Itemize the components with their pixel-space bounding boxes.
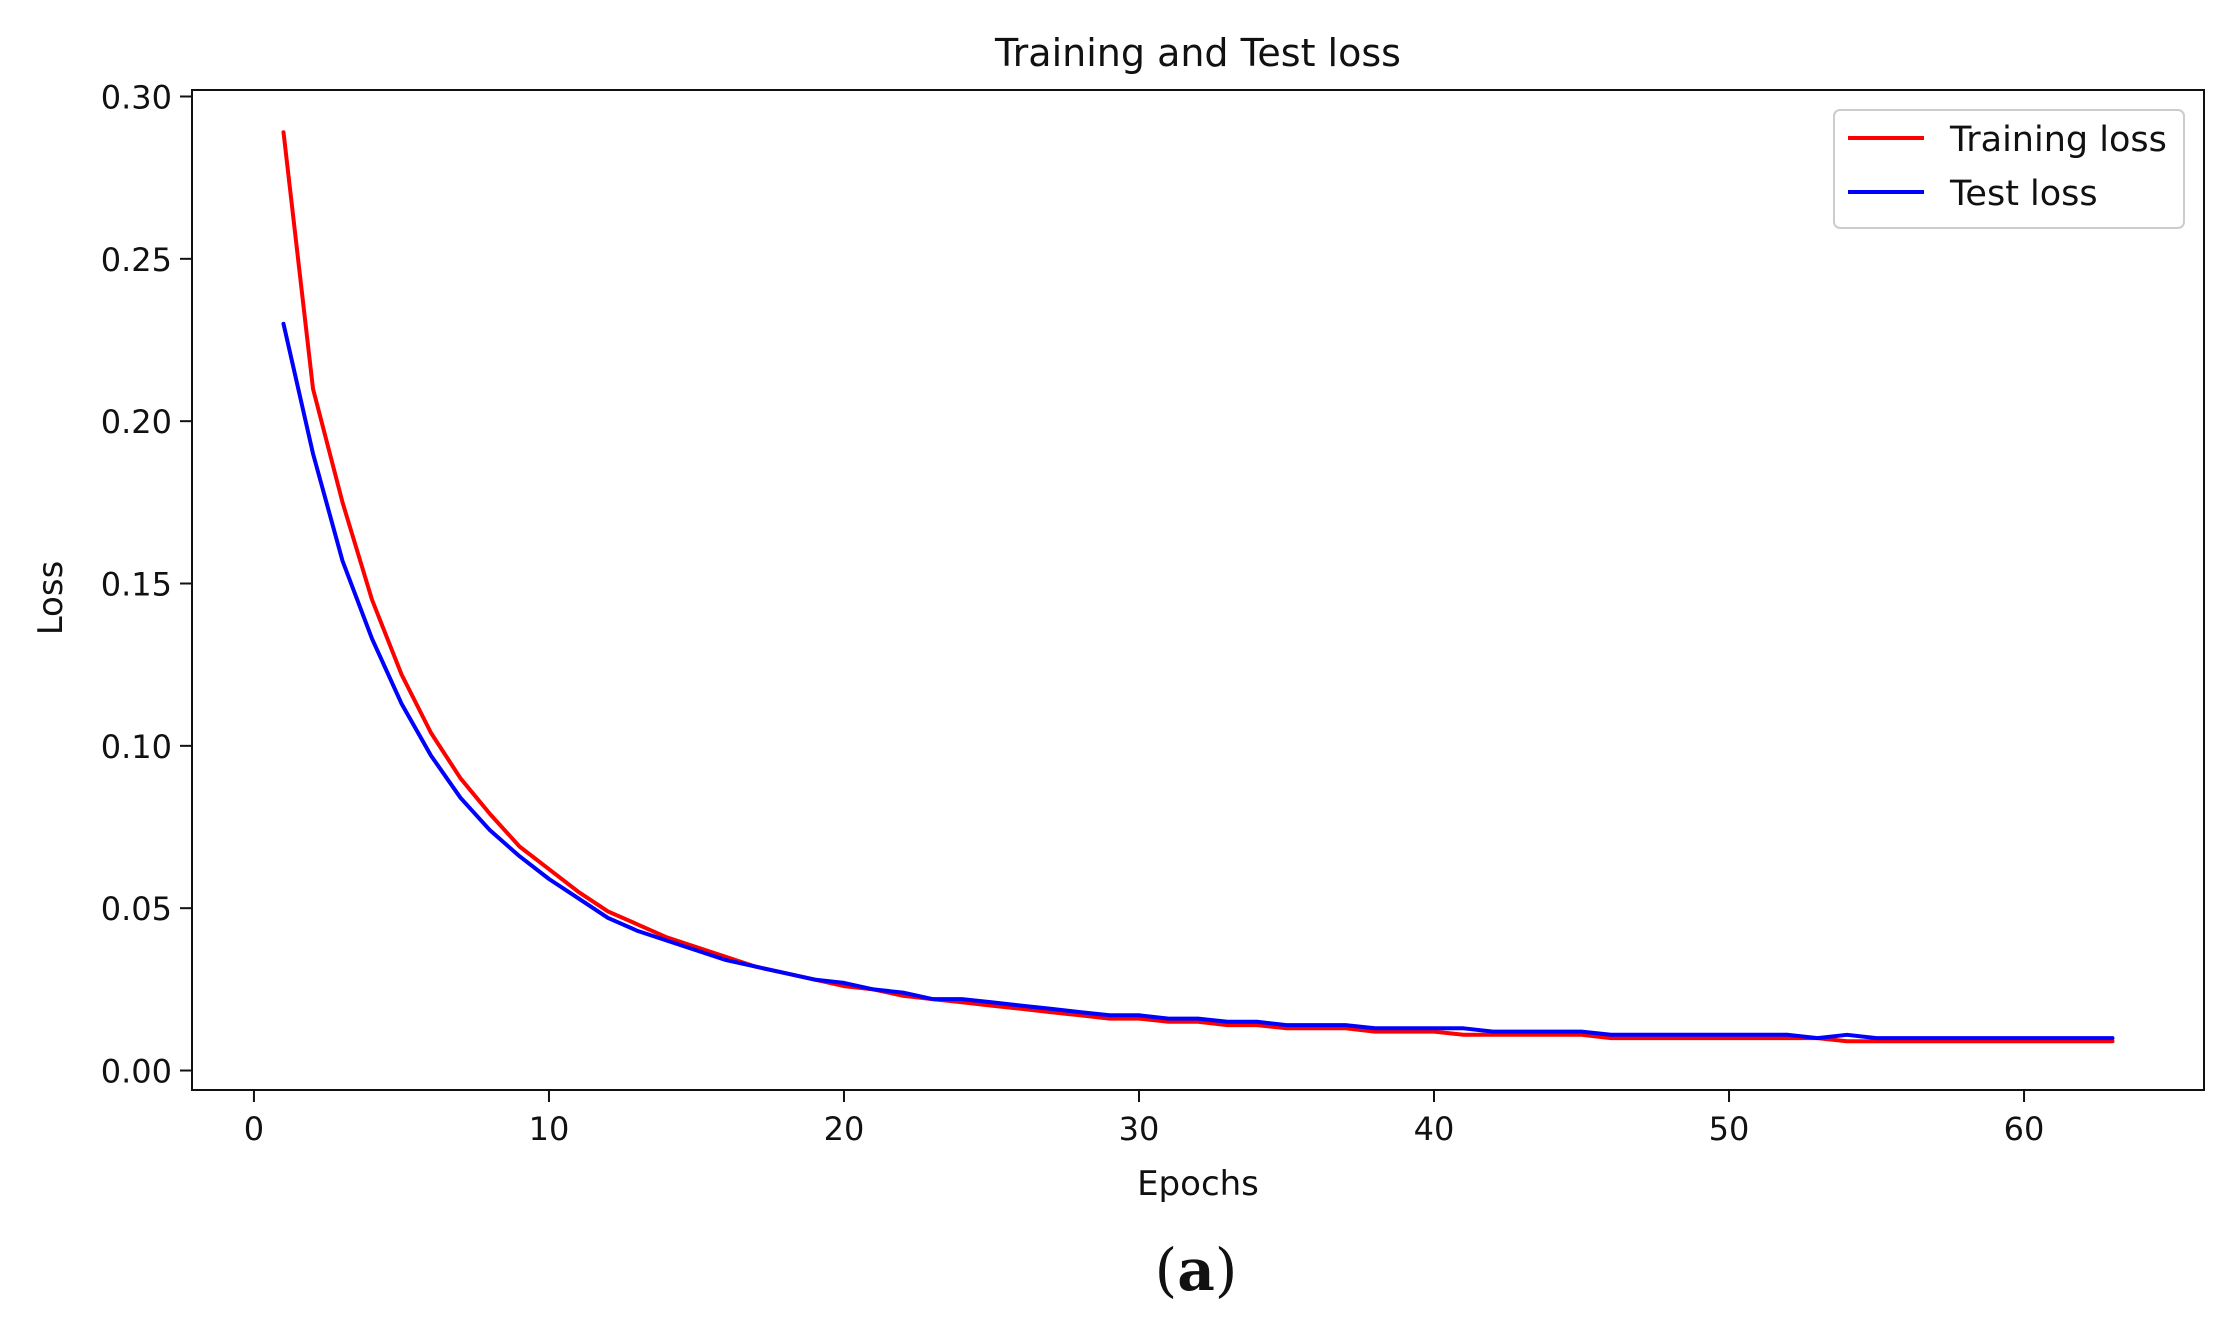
y-tick-label: 0.05 (101, 890, 172, 928)
series-line-test-loss (281, 321, 2115, 1041)
x-tick-label: 30 (1119, 1110, 1160, 1148)
y-axis-ticks: 0.00 0.05 0.10 0.15 0.20 0.25 0.30 (101, 78, 192, 1091)
series-lines (281, 130, 2115, 1044)
x-tick-label: 40 (1414, 1110, 1455, 1148)
legend: Training loss Test loss (1833, 109, 2185, 229)
y-tick-label: 0.00 (101, 1053, 172, 1091)
y-tick-label: 0.15 (101, 566, 172, 604)
y-tick-label: 0.10 (101, 728, 172, 766)
x-axis-ticks: 0 10 20 30 40 50 60 (244, 1090, 2045, 1148)
x-tick-label: 20 (824, 1110, 865, 1148)
series-line-training-loss (281, 130, 2115, 1044)
x-tick-label: 0 (244, 1110, 264, 1148)
x-tick-label: 10 (529, 1110, 570, 1148)
y-tick-label: 0.25 (101, 241, 172, 279)
x-tick-label: 50 (1709, 1110, 1750, 1148)
legend-label-test-loss: Test loss (1949, 174, 2098, 214)
chart-title: Training and Test loss (994, 31, 1401, 75)
x-axis-label: Epochs (1137, 1164, 1259, 1204)
caption-letter: a (1177, 1236, 1215, 1304)
figure-caption: (a) (1155, 1236, 1238, 1304)
y-axis-label: Loss (31, 561, 71, 636)
y-tick-label: 0.20 (101, 403, 172, 441)
caption-open-paren: ( (1155, 1236, 1178, 1304)
plot-frame (191, 89, 2205, 1091)
legend-label-training-loss: Training loss (1949, 120, 2167, 160)
y-tick-label: 0.30 (101, 78, 172, 116)
x-tick-label: 60 (2004, 1110, 2045, 1148)
caption-close-paren: ) (1215, 1236, 1238, 1304)
